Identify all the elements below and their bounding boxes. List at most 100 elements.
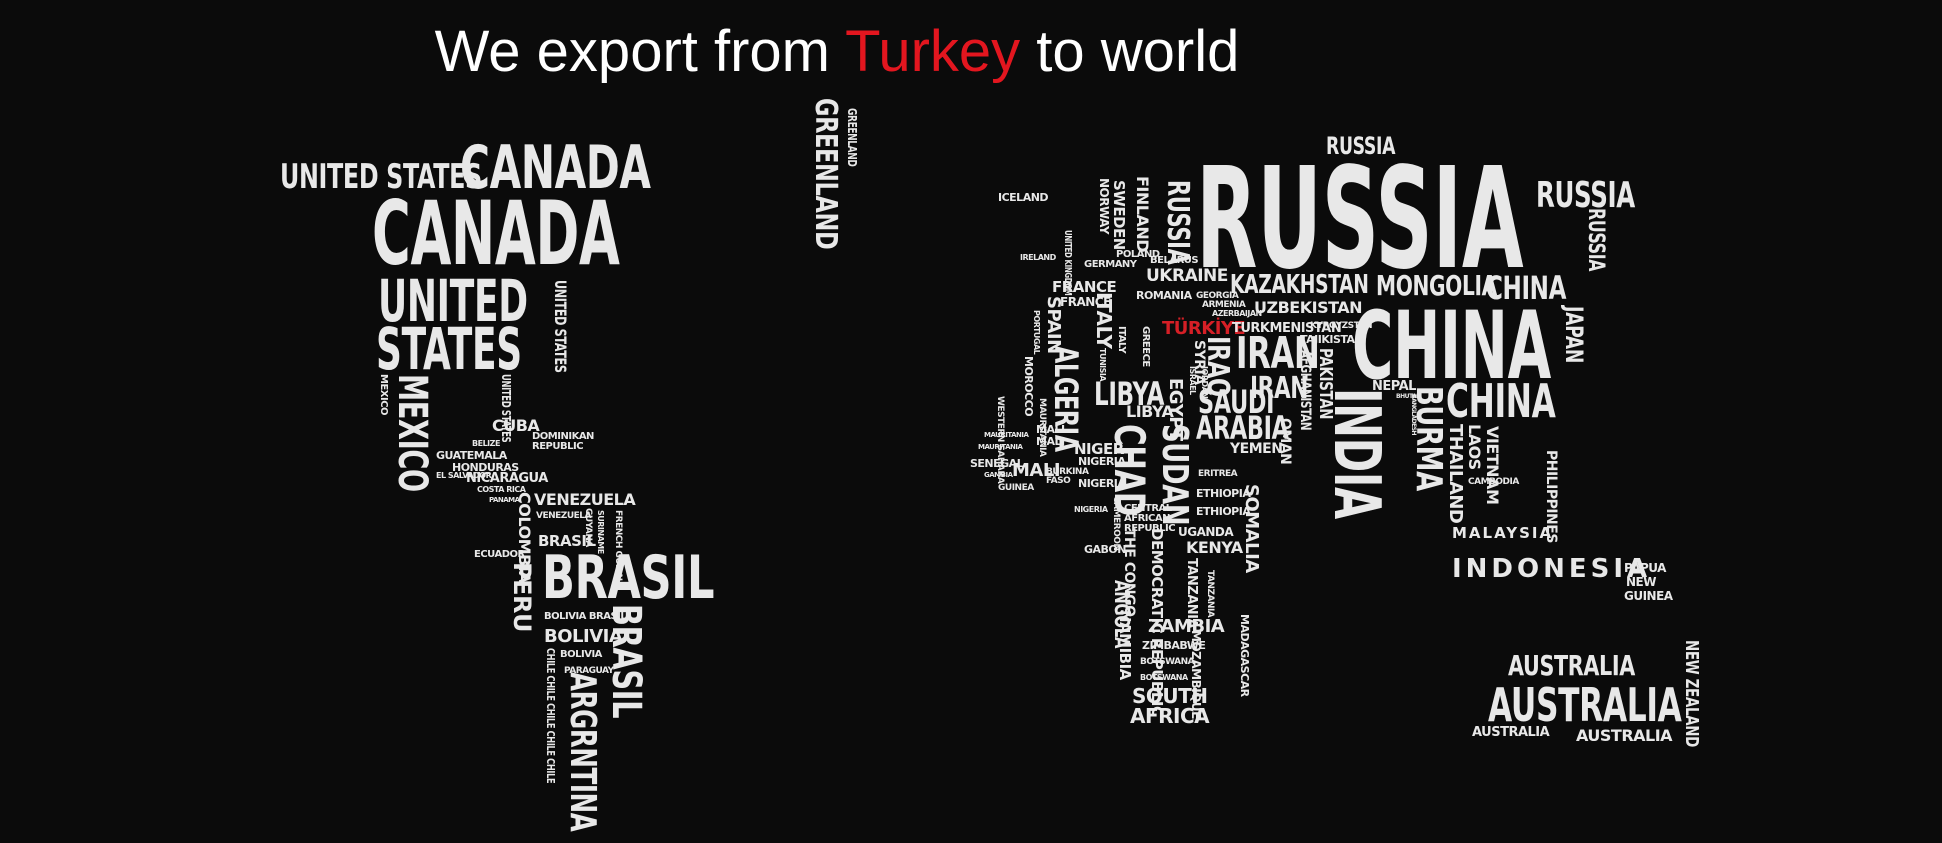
map-word: ETHIOPIA	[1196, 505, 1251, 518]
map-word: TAJIKISTAN	[1300, 333, 1364, 346]
map-word: GERMANY	[1084, 259, 1137, 270]
map-word: NEPAL	[1372, 379, 1416, 394]
map-word: MEXICO	[378, 374, 389, 416]
map-word: RUSSIA	[1326, 132, 1396, 160]
map-word: BOTSWANA	[1140, 657, 1195, 667]
map-word: ERITREA	[1198, 469, 1238, 479]
map-word: SOUTH	[1132, 684, 1208, 708]
map-word: UNITED STATES	[280, 157, 482, 197]
map-word: BELIZE	[472, 439, 500, 448]
map-word: KAZAKHSTAN	[1230, 270, 1369, 300]
map-word: CUBA	[492, 416, 540, 435]
map-word: THAILAND	[1445, 424, 1466, 524]
map-word: GABON	[1084, 543, 1126, 556]
map-word: NEW	[1626, 575, 1656, 589]
map-word: BELARUS	[1150, 255, 1199, 266]
map-word: NEW ZEALAND	[1681, 640, 1702, 748]
map-word: BOLIVIA	[544, 626, 623, 647]
map-word: ECUADOR	[474, 549, 525, 560]
map-word: RUSSIA	[1536, 175, 1635, 216]
map-word: VENEZUELA	[534, 490, 636, 509]
map-word: FRANCE	[1052, 278, 1117, 296]
map-word: INDONESIA	[1452, 554, 1652, 584]
map-word: INDIA	[1319, 388, 1393, 519]
map-word: LIBYA	[1126, 402, 1174, 421]
map-word: GEORGIA	[1196, 291, 1239, 301]
map-word: UNITED	[378, 267, 528, 335]
map-word: RUSSIA	[1583, 208, 1608, 272]
map-word: CAMBODIA	[1468, 477, 1519, 487]
map-word: AZERBAIJAN	[1212, 309, 1262, 318]
map-word: CHILE CHILE CHILE CHILE CHILE	[544, 648, 557, 784]
map-word: SAUDI	[1198, 383, 1275, 421]
map-word: CHINA	[1486, 269, 1567, 307]
map-word: DOMINIKAN REPUBLIC	[532, 431, 594, 452]
map-word: ZIMBABWE	[1142, 639, 1206, 652]
map-word: OMAN	[1277, 418, 1293, 465]
map-word: AUSTRALIA	[1472, 725, 1550, 740]
map-word: PARAGUAY	[564, 666, 614, 676]
map-word: MOROCCO	[1022, 356, 1035, 417]
map-word: BOTSWANA	[1140, 673, 1188, 682]
map-word: UNITED STATES	[551, 280, 570, 373]
map-word: FINLAND	[1133, 176, 1152, 253]
headline-part2: to world	[1020, 19, 1240, 84]
map-word: LIBYA	[1094, 375, 1165, 413]
map-word: MALAYSIA	[1452, 524, 1554, 542]
map-word: NIGERIA	[1078, 477, 1126, 490]
map-word: UZBEKISTAN	[1254, 298, 1363, 317]
map-word: CANADA	[460, 133, 651, 203]
map-word: KYRGYZSTAN	[1310, 321, 1373, 331]
map-word: MEXICO	[389, 374, 435, 492]
map-word-turkiye: TÜRKİYE	[1162, 318, 1246, 339]
map-word: MAURITANIA	[978, 443, 1023, 451]
map-word: MALI	[1036, 435, 1065, 448]
map-word: BRASIL	[542, 543, 715, 613]
map-word: GUINEA	[998, 483, 1034, 493]
map-word: NORWAY	[1097, 178, 1111, 235]
map-word: CHINA	[1352, 292, 1551, 401]
map-word: ROMANIA	[1136, 289, 1192, 302]
map-word: ETHIOPIA	[1196, 487, 1251, 500]
map-word: VENEZUELA	[536, 511, 591, 521]
map-word: SWEDEN	[1110, 180, 1128, 250]
headline: We export from Turkey to world	[0, 18, 1808, 85]
map-word: COSTA RICA	[477, 485, 526, 494]
map-word: BRASIL	[603, 604, 649, 719]
map-word: NIGER	[1074, 440, 1124, 458]
map-word: RUSSIA	[1160, 180, 1195, 265]
map-word: ITALY	[1116, 326, 1127, 354]
map-word: PANAMA	[489, 496, 520, 504]
map-word: ICELAND	[998, 191, 1049, 204]
map-word: ARGRNTINA	[562, 672, 603, 832]
map-word: IRAN	[1236, 328, 1320, 379]
map-word: ARABIA	[1196, 409, 1289, 447]
map-word: CHINA	[1446, 374, 1556, 428]
map-word: MALI	[1036, 423, 1065, 436]
map-word: STATES	[376, 315, 522, 383]
map-word: IRAN	[1250, 371, 1309, 406]
map-word: KENYA	[1186, 538, 1243, 557]
map-word: BRASIL	[538, 532, 596, 550]
map-word: CANADA	[372, 182, 620, 285]
map-word: NICARAGUA	[466, 471, 548, 486]
map-word: POLAND	[1116, 249, 1160, 260]
map-word: SENEGAL	[970, 457, 1024, 470]
map-word: BOLIVIA BRASIL	[544, 611, 627, 622]
map-word: AFRICA	[1130, 704, 1210, 728]
map-word: BURMA	[1408, 386, 1449, 491]
map-word: ARMENIA	[1202, 300, 1246, 310]
map-word: YEMEN	[1230, 441, 1283, 457]
map-word: AUSTRALIA	[1576, 726, 1673, 745]
map-word: MONGOLIA	[1376, 269, 1497, 302]
map-word: PERU	[508, 562, 536, 632]
map-word: MALI	[1012, 460, 1061, 481]
map-word: PORTUGAL	[1032, 310, 1041, 355]
map-word: NAMIBIA	[1116, 610, 1134, 680]
map-word: RUSSIA	[1196, 138, 1524, 301]
map-word: BHUTAN	[1396, 393, 1421, 400]
map-word: BURKINA FASO	[1046, 467, 1089, 486]
map-word: PAPUA	[1624, 561, 1666, 575]
map-word: TURKMENISTAN	[1232, 321, 1342, 336]
